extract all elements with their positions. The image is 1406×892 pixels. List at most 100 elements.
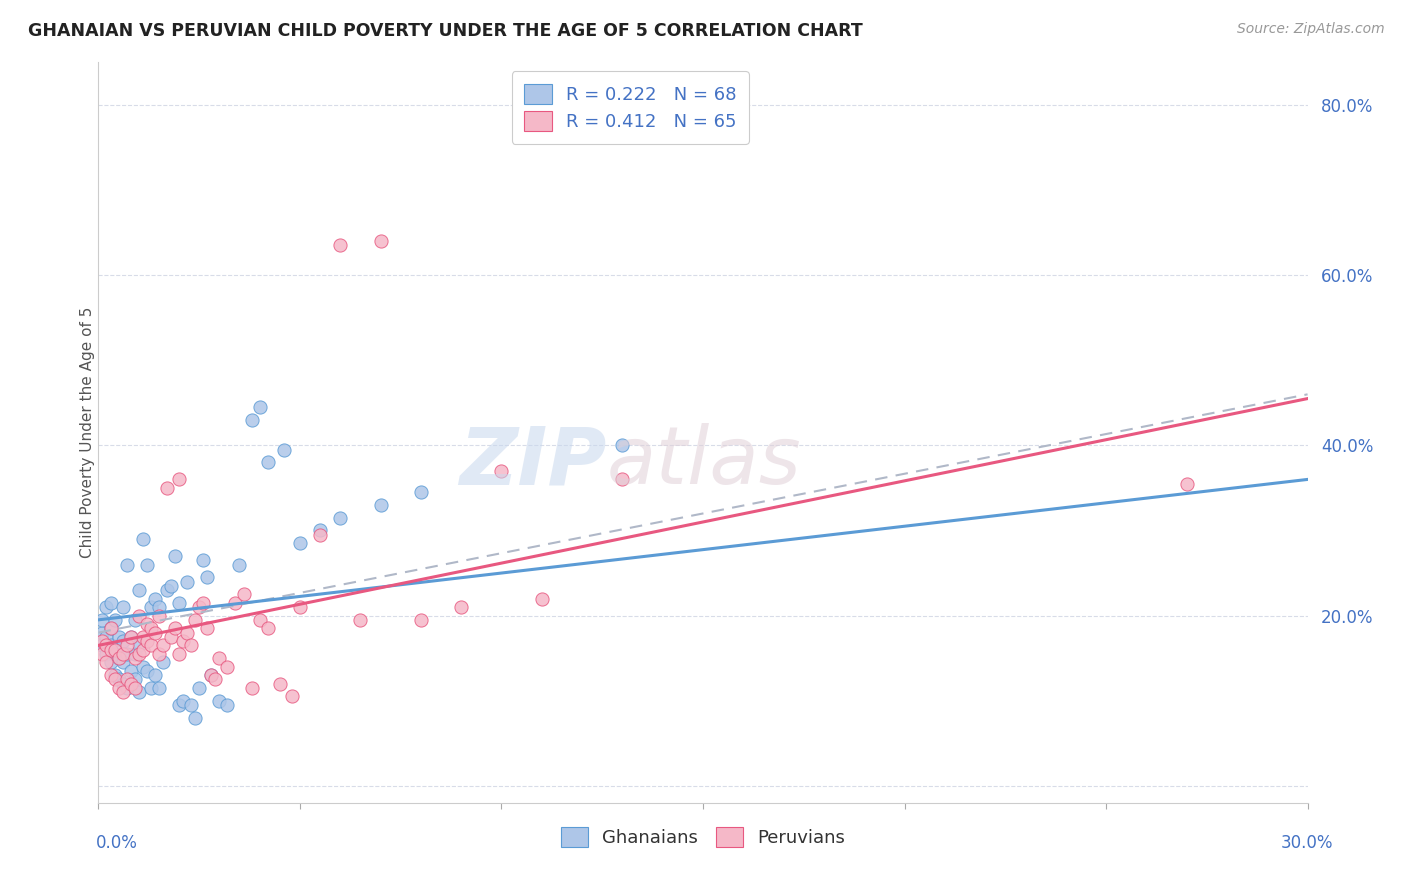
Point [240, 413, 263, 427]
Text: Source: ZipAtlas.com: Source: ZipAtlas.com [1237, 22, 1385, 37]
Point [491, 464, 513, 478]
Legend: R = 0.222   N = 68, R = 0.412   N = 65: R = 0.222 N = 68, R = 0.412 N = 65 [512, 71, 749, 144]
Point [217, 659, 239, 673]
Point [111, 634, 134, 648]
Point [184, 711, 207, 725]
Point [167, 647, 190, 661]
Point [135, 634, 157, 648]
Point [450, 600, 472, 615]
Point [160, 630, 183, 644]
Point [409, 613, 432, 627]
Point [135, 664, 157, 678]
Point [107, 673, 129, 687]
Point [115, 673, 138, 687]
Point [148, 647, 170, 661]
Point [100, 656, 122, 670]
Point [193, 596, 215, 610]
Point [96, 600, 118, 615]
Point [135, 617, 157, 632]
Point [167, 596, 190, 610]
Point [124, 651, 146, 665]
Point [128, 608, 150, 623]
Point [115, 681, 138, 695]
Point [200, 668, 222, 682]
Point [249, 613, 271, 627]
Point [107, 630, 129, 644]
Point [120, 676, 142, 690]
Text: atlas: atlas [606, 423, 801, 501]
Point [96, 630, 118, 644]
Point [269, 676, 291, 690]
Point [208, 694, 231, 708]
Point [195, 570, 218, 584]
Point [91, 647, 114, 661]
Point [156, 582, 179, 597]
Point [163, 549, 186, 563]
Point [91, 613, 114, 627]
Point [91, 625, 114, 640]
Point [148, 600, 170, 615]
Point [115, 647, 138, 661]
Point [200, 668, 222, 682]
Point [288, 536, 311, 550]
Point [249, 400, 271, 414]
Point [100, 668, 122, 682]
Point [329, 510, 352, 524]
Point [228, 558, 250, 572]
Point [180, 639, 202, 653]
Point [217, 698, 239, 712]
Point [232, 587, 254, 601]
Point [172, 694, 194, 708]
Point [96, 656, 118, 670]
Point [100, 596, 122, 610]
Point [176, 625, 198, 640]
Point [96, 647, 118, 661]
Point [204, 673, 226, 687]
Point [180, 698, 202, 712]
Text: ZIP: ZIP [458, 423, 606, 501]
Point [176, 574, 198, 589]
Point [530, 591, 553, 606]
Point [188, 681, 211, 695]
Point [100, 621, 122, 635]
Point [128, 647, 150, 661]
Point [111, 656, 134, 670]
Point [115, 639, 138, 653]
Point [273, 442, 295, 457]
Point [156, 481, 179, 495]
Point [103, 668, 125, 682]
Point [128, 685, 150, 699]
Point [128, 639, 150, 653]
Point [143, 591, 166, 606]
Y-axis label: Child Poverty Under the Age of 5: Child Poverty Under the Age of 5 [80, 307, 94, 558]
Point [100, 639, 122, 653]
Point [167, 472, 190, 486]
Point [124, 613, 146, 627]
Point [256, 621, 278, 635]
Point [139, 600, 162, 615]
Point [193, 553, 215, 567]
Point [111, 647, 134, 661]
Point [132, 532, 155, 546]
Point [256, 455, 278, 469]
Point [240, 681, 263, 695]
Point [370, 234, 392, 248]
Point [160, 579, 183, 593]
Point [148, 608, 170, 623]
Point [128, 582, 150, 597]
Point [103, 647, 125, 661]
Point [409, 485, 432, 500]
Point [143, 668, 166, 682]
Point [107, 681, 129, 695]
Point [103, 673, 125, 687]
Point [124, 673, 146, 687]
Point [132, 642, 155, 657]
Point [1175, 476, 1198, 491]
Point [124, 681, 146, 695]
Point [288, 600, 311, 615]
Point [91, 634, 114, 648]
Point [139, 621, 162, 635]
Point [135, 558, 157, 572]
Point [349, 613, 371, 627]
Point [100, 642, 122, 657]
